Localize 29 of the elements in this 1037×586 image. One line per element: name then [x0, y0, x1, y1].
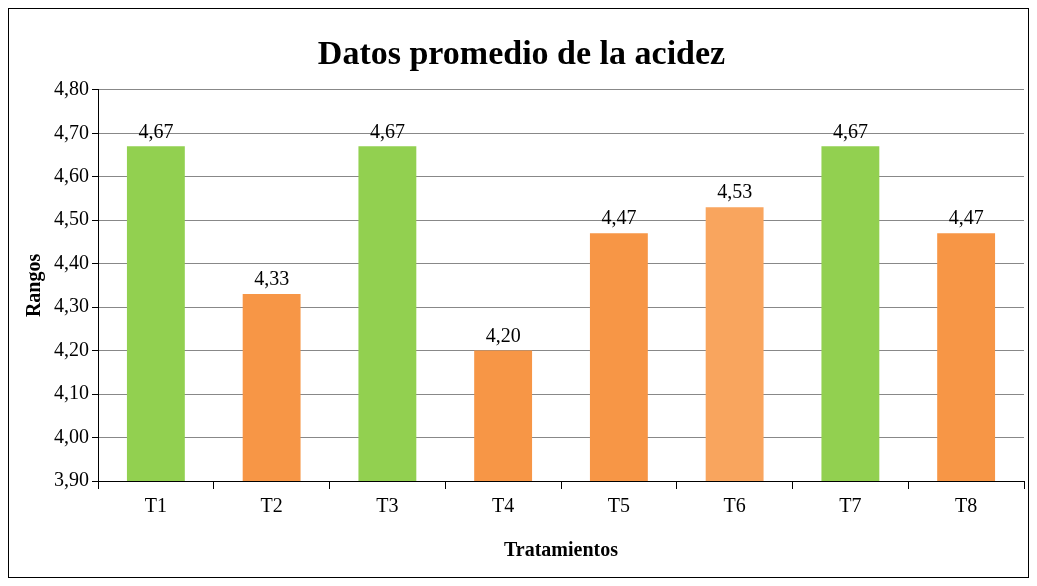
y-axis-title: Rangos	[22, 253, 46, 318]
y-tick-label: 4,80	[54, 77, 89, 100]
data-label: 4,47	[948, 206, 984, 229]
y-tick-label: 4,00	[54, 424, 89, 447]
y-tick-label: 4,20	[54, 337, 89, 360]
y-tick-label: 4,40	[54, 250, 89, 273]
x-tick-label: T6	[723, 494, 746, 517]
chart-title: Datos promedio de la acidez	[317, 34, 726, 72]
y-tick-label: 4,70	[54, 120, 89, 143]
y-tick-label: 4,60	[54, 163, 89, 186]
data-label: 4,33	[254, 267, 290, 290]
data-label: 4,67	[832, 119, 868, 142]
x-tick-label: T3	[376, 494, 399, 517]
data-label: 4,67	[369, 119, 405, 142]
x-tick-label: T1	[144, 494, 167, 517]
y-tick-label: 4,50	[54, 207, 89, 230]
x-axis-title: Tratamientos	[503, 538, 619, 561]
data-label: 4,47	[601, 206, 637, 229]
data-label: 4,53	[717, 180, 753, 203]
data-label: 4,20	[485, 323, 521, 346]
data-label: 4,67	[138, 119, 174, 142]
y-tick-label: 3,90	[54, 468, 89, 491]
y-tick-label: 4,30	[54, 294, 89, 317]
x-tick-label: T2	[260, 494, 283, 517]
y-tick-label: 4,10	[54, 381, 89, 404]
x-tick-label: T5	[607, 494, 630, 517]
x-tick-label: T4	[492, 494, 515, 517]
x-tick-label: T8	[955, 494, 978, 517]
x-tick-label: T7	[839, 494, 862, 517]
